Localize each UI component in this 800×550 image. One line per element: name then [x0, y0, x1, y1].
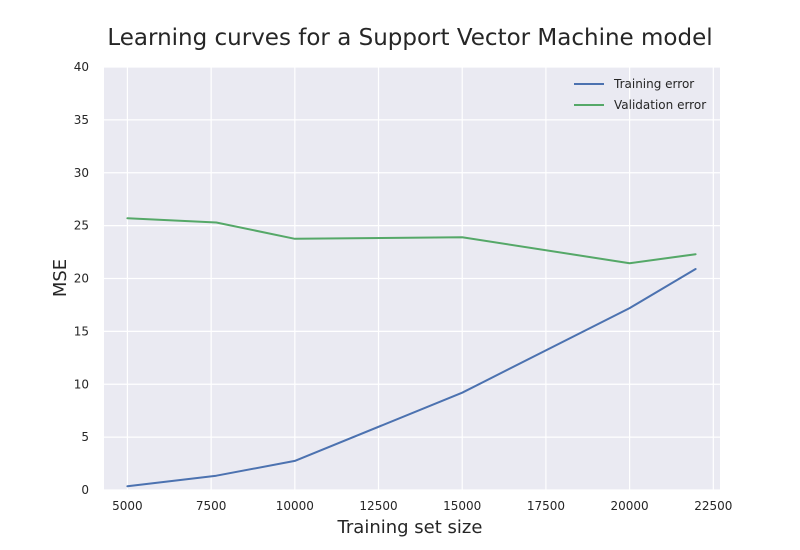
series-line-training-error [126, 268, 697, 488]
y-axis-label: MSE [50, 259, 71, 297]
series-layer [126, 217, 697, 488]
x-tick-label: 12500 [359, 499, 397, 513]
x-tick-label: 5000 [112, 499, 143, 513]
y-tick-label: 35 [74, 113, 89, 127]
y-tick-label: 15 [74, 324, 89, 338]
x-tick-label: 10000 [276, 499, 314, 513]
x-tick-label: 17500 [527, 499, 565, 513]
y-tick-label: 20 [74, 272, 89, 286]
y-tick-label: 10 [74, 377, 89, 391]
x-tick-label: 7500 [196, 499, 227, 513]
tick-labels: 5000 7500 10000 12500 15000 17500 20000 22500 0 5… [74, 60, 733, 513]
legend-label: Training error [613, 77, 694, 91]
legend: Training error Validation error [574, 77, 706, 112]
chart-title: Learning curves for a Support Vector Mac… [107, 25, 712, 51]
x-tick-label: 22500 [694, 499, 732, 513]
y-tick-label: 40 [74, 60, 89, 74]
y-tick-label: 0 [81, 483, 89, 497]
y-tick-label: 30 [74, 166, 89, 180]
x-tick-label: 15000 [443, 499, 481, 513]
x-axis-label: Training set size [337, 517, 483, 538]
y-tick-label: 5 [81, 430, 89, 444]
grid [104, 66, 720, 491]
y-tick-label: 25 [74, 219, 89, 233]
series-line-validation-error [126, 217, 697, 265]
legend-label: Validation error [614, 98, 706, 112]
x-tick-label: 20000 [611, 499, 649, 513]
